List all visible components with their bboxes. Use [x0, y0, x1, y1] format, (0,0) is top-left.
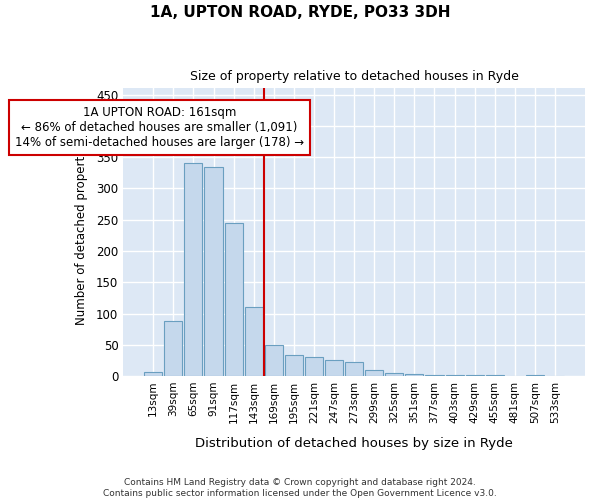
- Bar: [245, 308, 263, 376]
- Bar: [265, 345, 283, 376]
- Text: 1A UPTON ROAD: 161sqm
← 86% of detached houses are smaller (1,091)
14% of semi-d: 1A UPTON ROAD: 161sqm ← 86% of detached …: [15, 106, 304, 149]
- Text: 1A, UPTON ROAD, RYDE, PO33 3DH: 1A, UPTON ROAD, RYDE, PO33 3DH: [150, 5, 450, 20]
- Bar: [205, 166, 223, 376]
- Bar: [144, 372, 163, 376]
- Text: Contains HM Land Registry data © Crown copyright and database right 2024.
Contai: Contains HM Land Registry data © Crown c…: [103, 478, 497, 498]
- Y-axis label: Number of detached properties: Number of detached properties: [75, 139, 88, 325]
- Bar: [164, 321, 182, 376]
- Bar: [365, 370, 383, 376]
- Bar: [184, 164, 202, 376]
- Bar: [385, 373, 403, 376]
- Bar: [425, 375, 443, 376]
- Bar: [406, 374, 424, 376]
- Bar: [285, 356, 303, 376]
- Bar: [305, 358, 323, 376]
- Bar: [325, 360, 343, 376]
- X-axis label: Distribution of detached houses by size in Ryde: Distribution of detached houses by size …: [195, 437, 513, 450]
- Bar: [345, 362, 363, 376]
- Title: Size of property relative to detached houses in Ryde: Size of property relative to detached ho…: [190, 70, 518, 83]
- Bar: [224, 223, 242, 376]
